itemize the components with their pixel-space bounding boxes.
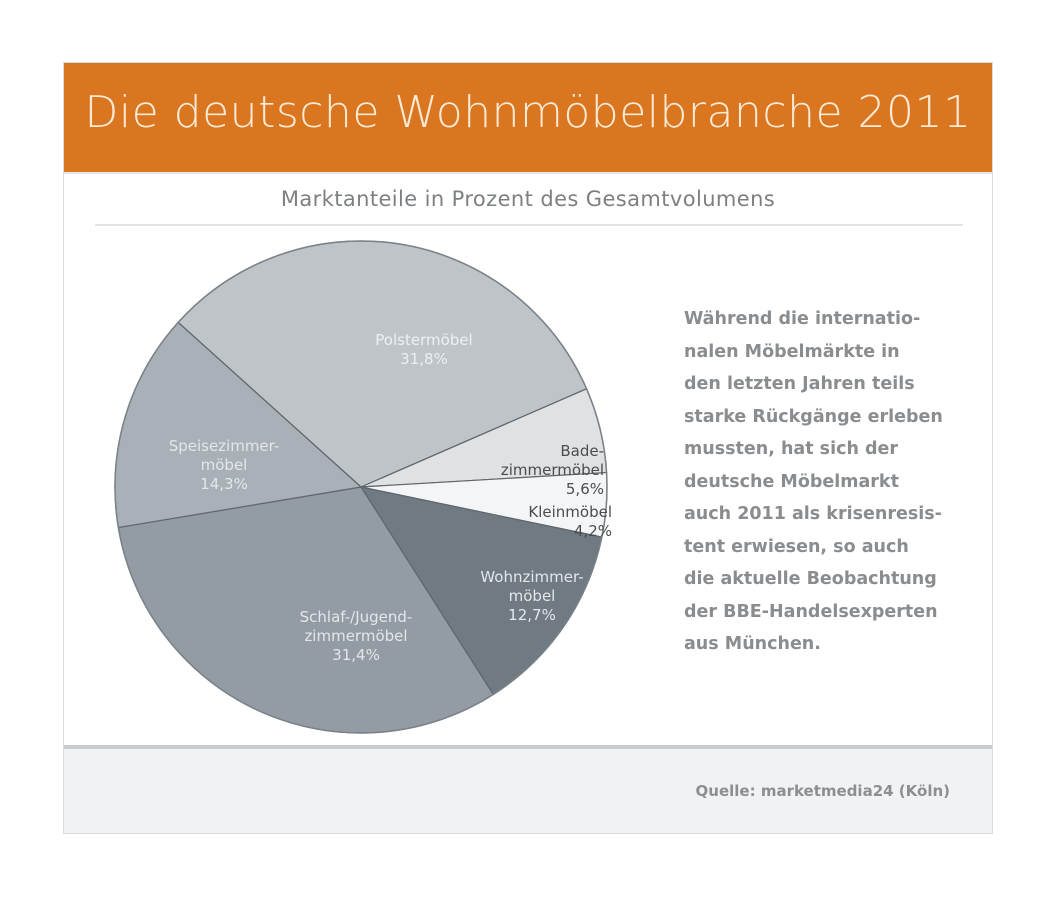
description-line: Während die internatio- [684,309,921,329]
subtitle-divider [95,224,963,226]
page-title: Die deutsche Wohnmöbelbranche 2011 [84,87,972,138]
description-line: nalen Möbelmärkte in [684,341,900,362]
description-line: starke Rückgänge erleben [684,406,943,427]
description-line: auch 2011 als krisenresis- [684,504,942,524]
description-line: die aktuelle Beobachtung [684,569,937,589]
slice-label: Polstermöbel 31,8% [375,331,472,368]
infographic-card: Die deutsche Wohnmöbelbranche 2011 Markt… [63,62,993,834]
footer-bar: Quelle: marketmedia24 (Köln) [64,745,992,833]
slice-label: Speisezimmer-möbel 14,3% [169,437,280,493]
description-line: deutsche Möbelmarkt [684,471,899,492]
slice-label: Bade-zimmermöbel 5,6% [501,442,604,498]
slice-label: Kleinmöbel 4,2% [528,503,612,540]
description-line: aus München. [684,634,821,654]
pie-chart-svg: Polstermöbel 31,8% Bade-zimmermöbel 5,6% Kle… [114,240,612,734]
description-line: der BBE-Handelsexperten [684,601,938,622]
description-text: Während die internatio-nalen Möbelmärkte… [684,303,984,661]
description-line: tent erwiesen, so auch [684,536,909,557]
pie-outline [114,240,608,734]
chart-subtitle: Marktanteile in Prozent des Gesamtvolume… [280,187,776,211]
header-banner: Die deutsche Wohnmöbelbranche 2011 [64,63,992,174]
slice-label: Wohnzimmer-möbel 12,7% [480,568,583,624]
description-line: mussten, hat sich der [684,439,899,459]
pie-chart: Polstermöbel 31,8% Bade-zimmermöbel 5,6% Kle… [104,229,624,749]
slice-label: Schlaf-/Jugend-zimmermöbel 31,4% [300,608,413,664]
description-line: den letzten Jahren teils [684,374,915,394]
source-credit: Quelle: marketmedia24 (Köln) [695,782,950,800]
